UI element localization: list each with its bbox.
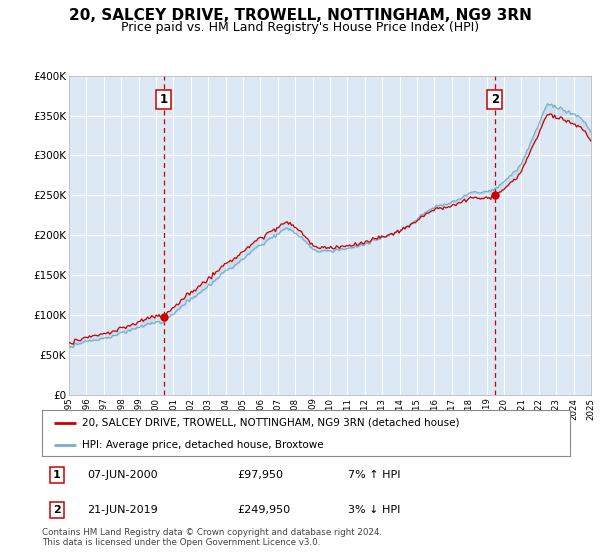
Text: 2: 2	[491, 93, 499, 106]
Text: Price paid vs. HM Land Registry's House Price Index (HPI): Price paid vs. HM Land Registry's House …	[121, 21, 479, 34]
Text: 3% ↓ HPI: 3% ↓ HPI	[348, 505, 401, 515]
Text: 7% ↑ HPI: 7% ↑ HPI	[348, 470, 401, 480]
Text: 20, SALCEY DRIVE, TROWELL, NOTTINGHAM, NG9 3RN: 20, SALCEY DRIVE, TROWELL, NOTTINGHAM, N…	[68, 8, 532, 24]
Text: 21-JUN-2019: 21-JUN-2019	[87, 505, 158, 515]
Text: 1: 1	[160, 93, 168, 106]
Text: £249,950: £249,950	[238, 505, 290, 515]
Text: 2: 2	[53, 505, 61, 515]
Text: 07-JUN-2000: 07-JUN-2000	[87, 470, 158, 480]
Text: 1: 1	[53, 470, 61, 480]
Text: £97,950: £97,950	[238, 470, 283, 480]
Text: 20, SALCEY DRIVE, TROWELL, NOTTINGHAM, NG9 3RN (detached house): 20, SALCEY DRIVE, TROWELL, NOTTINGHAM, N…	[82, 418, 459, 428]
Text: Contains HM Land Registry data © Crown copyright and database right 2024.
This d: Contains HM Land Registry data © Crown c…	[42, 528, 382, 547]
Text: HPI: Average price, detached house, Broxtowe: HPI: Average price, detached house, Brox…	[82, 440, 323, 450]
